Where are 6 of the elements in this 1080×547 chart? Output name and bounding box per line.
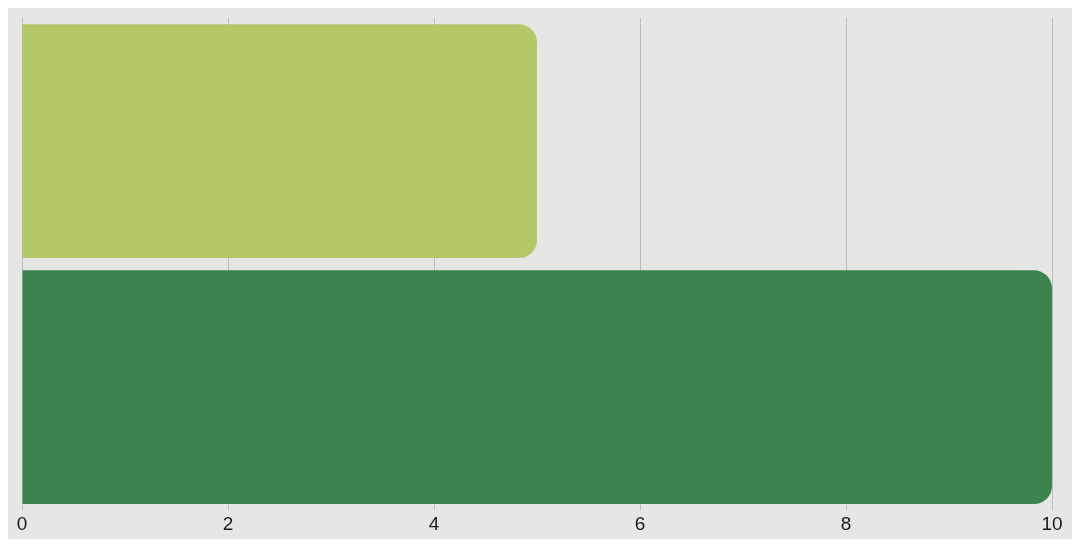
x-tick-label: 6 — [634, 512, 646, 534]
x-tick-label: 8 — [840, 512, 852, 534]
x-tick-label: 2 — [222, 512, 234, 534]
x-tick-label: 0 — [16, 512, 28, 534]
x-tick-label: 4 — [428, 512, 440, 534]
x-tick-label: 10 — [1041, 512, 1063, 534]
